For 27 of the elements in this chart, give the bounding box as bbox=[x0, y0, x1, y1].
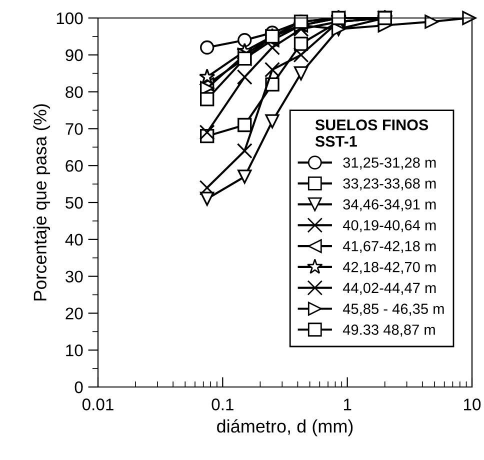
y-tick-label: 70 bbox=[66, 123, 83, 135]
y-tick-label: 10 bbox=[66, 344, 83, 356]
legend-label: 42,18-42,70 m bbox=[342, 262, 436, 274]
legend-label: 33,23-33,68 m bbox=[343, 178, 436, 190]
y-tick-label: 0 bbox=[74, 381, 83, 394]
legend-label: 34,46-34,91 m bbox=[343, 199, 436, 212]
legend-label: 31,25-31,28 m bbox=[343, 157, 436, 170]
y-tick-label: 20 bbox=[66, 308, 83, 320]
y-tick-label: 60 bbox=[66, 160, 83, 172]
legend-label: 44,02-44,47 m bbox=[342, 282, 436, 295]
y-tick-label: 50 bbox=[66, 196, 83, 209]
legend-label: 45,85 - 46,35 m bbox=[342, 304, 444, 316]
x-axis-title: diámetro, d (mm) bbox=[217, 419, 353, 436]
legend-label: 41,67-42,18 m bbox=[342, 240, 436, 254]
x-tick-label: 10 bbox=[464, 398, 481, 410]
x-tick-label: 0.1 bbox=[212, 398, 234, 410]
y-tick-label: 80 bbox=[66, 86, 83, 98]
y-axis-title: Porcentaje que pasa (%) bbox=[33, 104, 50, 300]
legend-label: 49.33 48,87 m bbox=[342, 324, 435, 337]
x-tick-label: 0.01 bbox=[82, 398, 114, 410]
x-tick-label: 1 bbox=[344, 398, 352, 410]
y-tick-label: 30 bbox=[66, 270, 83, 283]
y-tick-label: 90 bbox=[66, 49, 83, 62]
legend-label: 40,19-40,64 m bbox=[342, 220, 436, 232]
y-tick-label: 40 bbox=[65, 234, 83, 246]
legend-title: SUELOS FINOS SST-1 bbox=[315, 119, 428, 147]
y-tick-label: 100 bbox=[56, 12, 83, 24]
